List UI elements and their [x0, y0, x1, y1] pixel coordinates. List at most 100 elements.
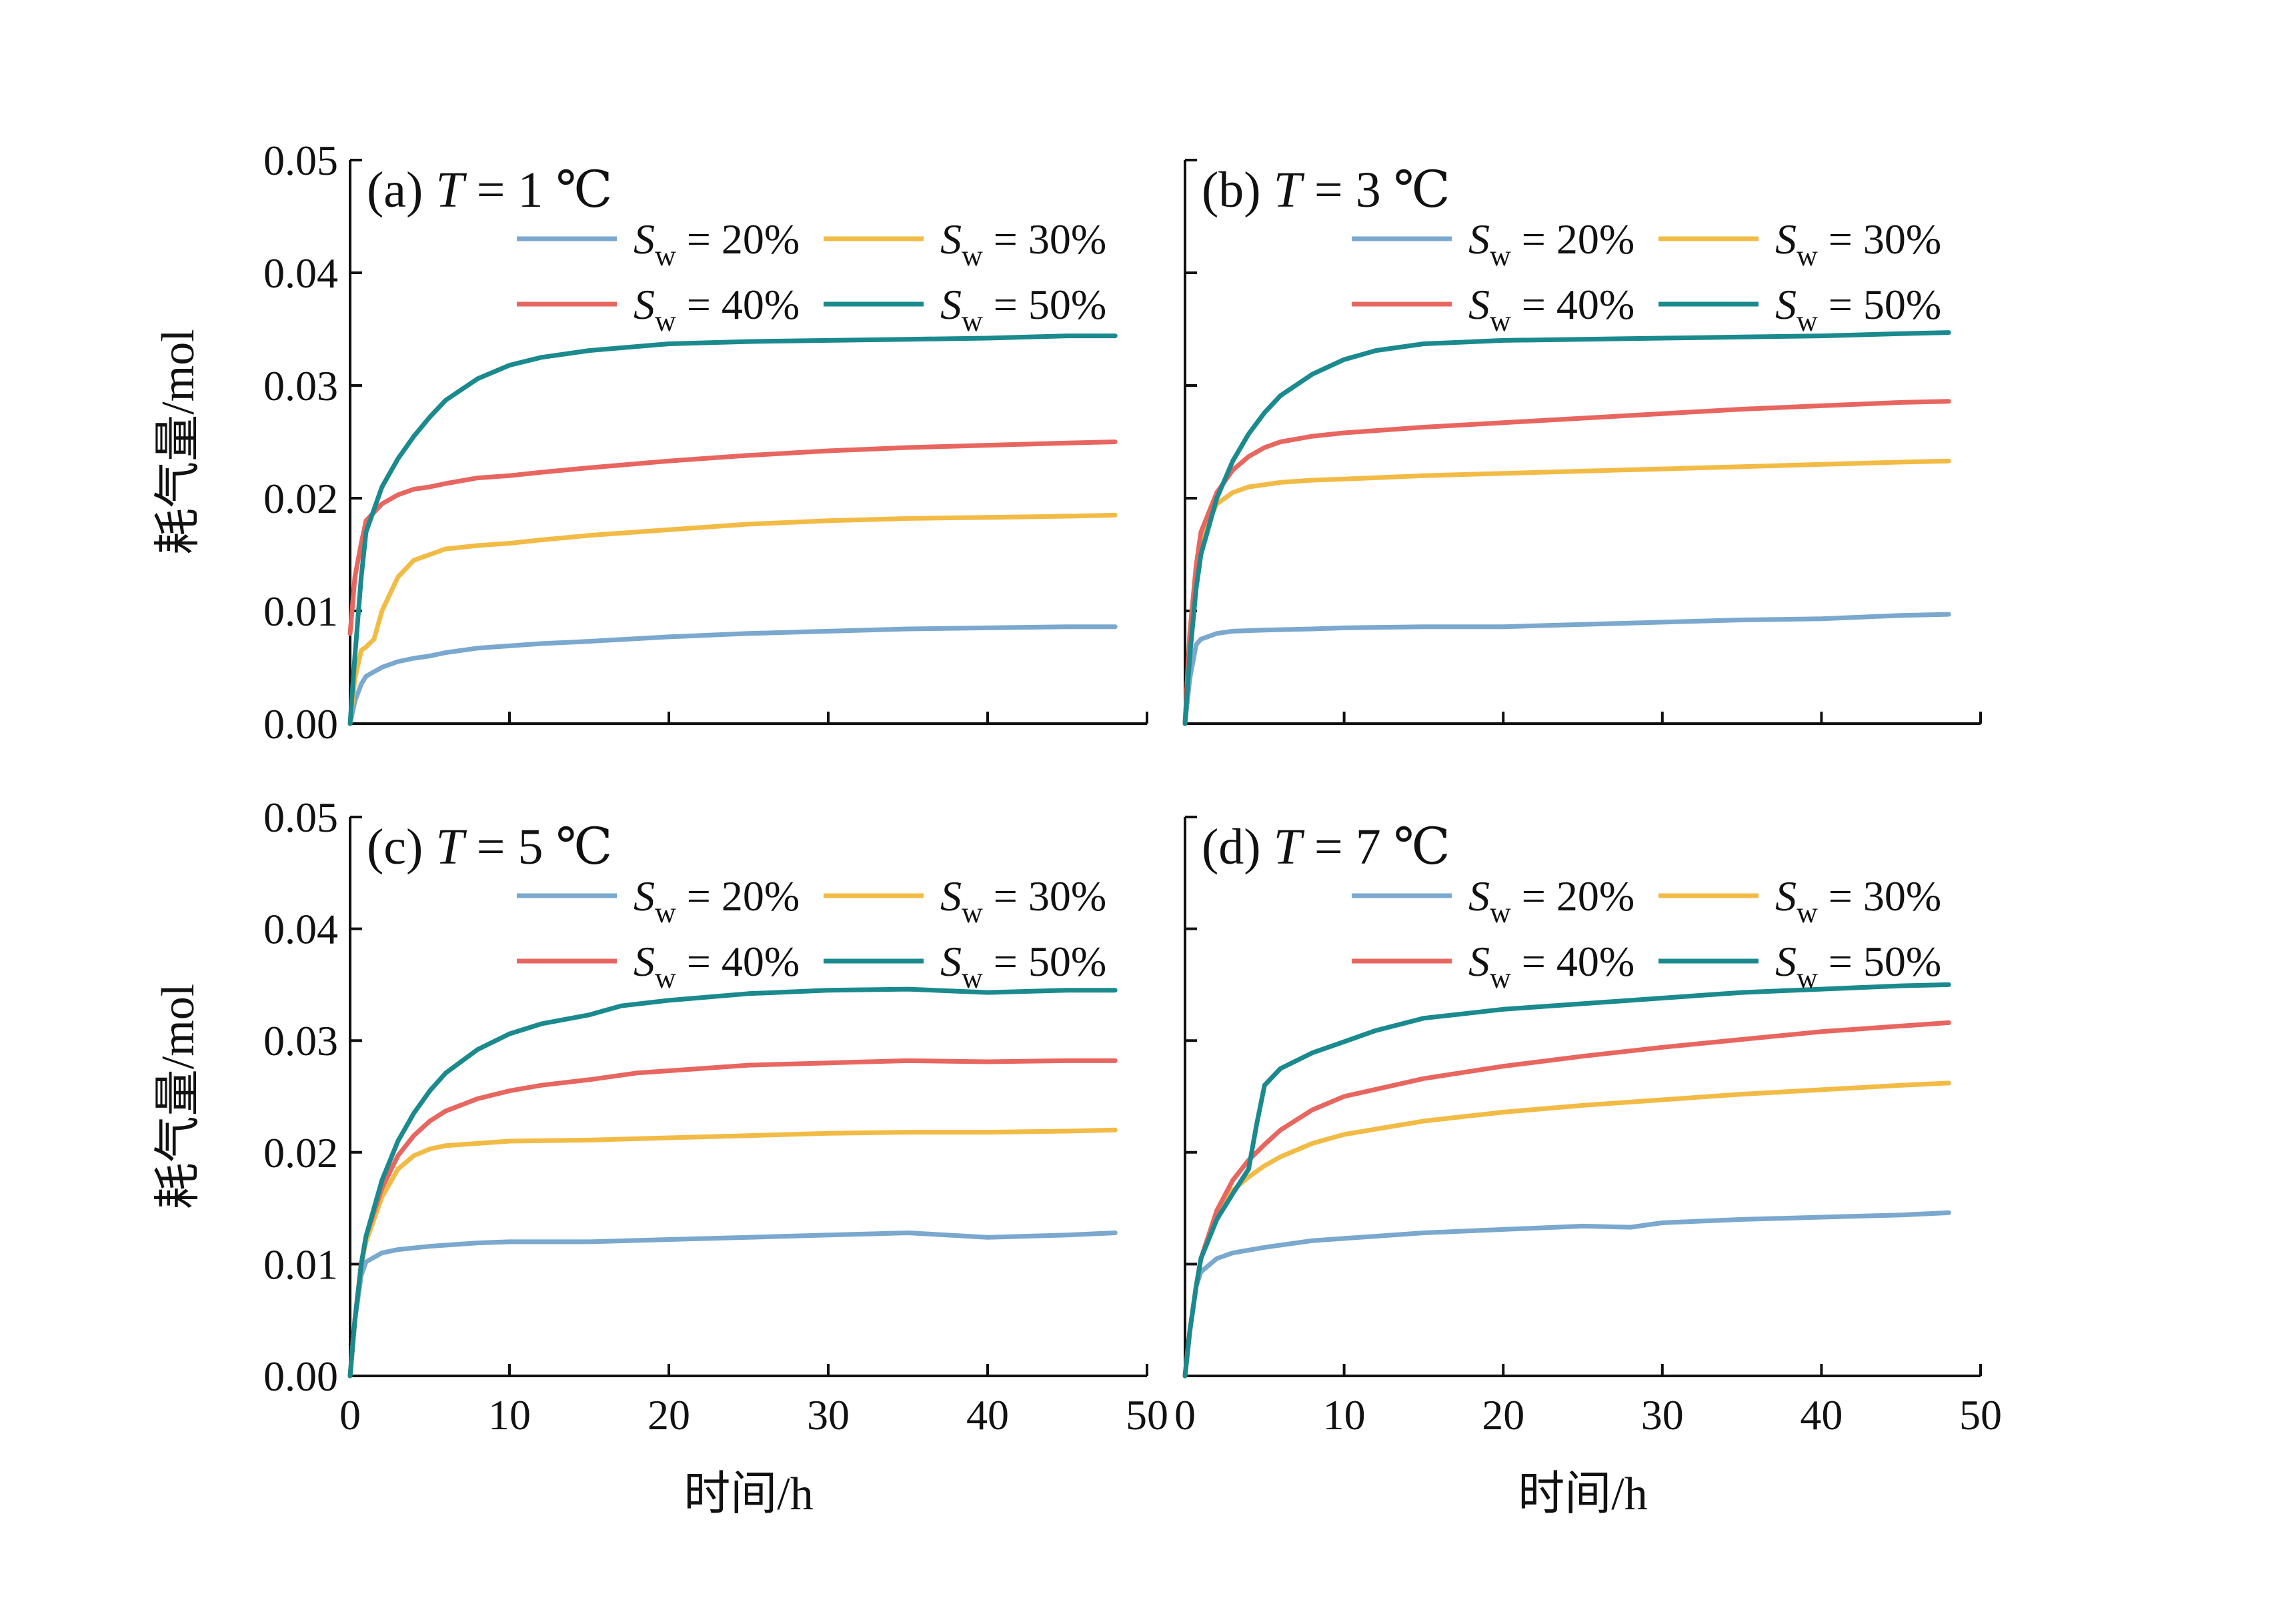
- panel-var: T: [1274, 162, 1305, 218]
- series-line-2: [1182, 1080, 1951, 1379]
- series-line-4: [1182, 330, 1951, 726]
- legend-label: Sw = 20%: [1468, 872, 1634, 929]
- panel-label: (b) T = 3 ℃: [1202, 162, 1450, 218]
- panel-letter: (a): [367, 162, 435, 218]
- panel-letter: (b): [1202, 162, 1274, 218]
- x-tick-label: 50: [1126, 1391, 1168, 1439]
- panel-label: (a) T = 1 ℃: [367, 162, 613, 218]
- legend-subscript: w: [962, 239, 983, 272]
- legend-subscript: w: [655, 962, 676, 994]
- x-tick-label: 0: [1174, 1391, 1196, 1439]
- x-axis-title: 时间/h: [1518, 1469, 1647, 1520]
- legend-label: Sw = 20%: [634, 215, 800, 272]
- legend-subscript: w: [962, 305, 983, 337]
- legend-value: = 30%: [1818, 215, 1941, 263]
- legend-value: = 30%: [983, 215, 1106, 263]
- legend-label: Sw = 30%: [1775, 215, 1941, 272]
- legend-subscript: w: [655, 239, 676, 272]
- panel-label: (c) T = 5 ℃: [367, 819, 613, 875]
- legend-value: = 20%: [1511, 872, 1634, 920]
- legend-var: S: [1775, 281, 1797, 328]
- legend-label: Sw = 30%: [940, 872, 1106, 929]
- legend-value: = 20%: [1511, 215, 1634, 263]
- legend-item: Sw = 40%: [1352, 938, 1634, 994]
- panel-label: (d) T = 7 ℃: [1202, 819, 1450, 875]
- panel-b: (b) T = 3 ℃Sw = 20% Sw = 30%Sw = 40% Sw = …: [1182, 159, 1982, 726]
- legend-subscript: w: [1490, 239, 1511, 272]
- legend-var: S: [940, 215, 962, 263]
- panel-a: 0.00 0.01 0.02 0.03 0.04 0.05 耗气量/mol (a) T = 1…: [153, 137, 1148, 748]
- series-line-4: [1182, 982, 1951, 1379]
- panel-value: = 3 ℃: [1302, 162, 1450, 218]
- legend-value: = 50%: [1818, 281, 1941, 328]
- panel-letter: (c): [367, 819, 435, 875]
- series-line-2: [347, 1127, 1118, 1379]
- x-tick-label: 20: [1482, 1391, 1524, 1439]
- legend-item: Sw = 30%: [1658, 872, 1941, 929]
- y-tick-label: 0.02: [263, 475, 338, 522]
- legend-label: Sw = 30%: [1775, 872, 1941, 929]
- y-axis-title: 耗气量/mol: [153, 984, 204, 1209]
- panel-value: = 5 ℃: [464, 819, 613, 875]
- legend-value: = 30%: [1818, 872, 1941, 920]
- legend-var: S: [1468, 215, 1490, 263]
- x-tick-label: 10: [488, 1391, 531, 1439]
- legend-var: S: [1775, 872, 1797, 920]
- panel-value: = 7 ℃: [1302, 819, 1450, 875]
- legend-item: Sw = 20%: [1352, 215, 1634, 272]
- legend-var: S: [940, 872, 962, 920]
- legend-value: = 40%: [1511, 938, 1634, 985]
- legend-label: Sw = 50%: [940, 281, 1106, 337]
- legend-label: Sw = 40%: [634, 281, 800, 337]
- y-tick-label: 0.05: [263, 137, 338, 184]
- y-tick-label: 0.00: [263, 700, 338, 748]
- y-tick-label: 0.04: [263, 906, 338, 953]
- panel-var: T: [1274, 819, 1305, 875]
- series-line-1: [1182, 612, 1951, 726]
- legend-value: = 50%: [983, 938, 1106, 985]
- legend-subscript: w: [1797, 962, 1818, 994]
- x-tick-label: 20: [648, 1391, 690, 1439]
- legend-value: = 20%: [676, 872, 800, 920]
- legend-subscript: w: [1797, 239, 1818, 272]
- legend-subscript: w: [655, 896, 676, 929]
- legend-label: Sw = 20%: [634, 872, 800, 929]
- y-tick-label: 0.03: [263, 362, 338, 410]
- x-tick-label: 40: [1800, 1391, 1843, 1439]
- legend-item: Sw = 20%: [1352, 872, 1634, 929]
- series-line-2: [1182, 458, 1951, 726]
- x-tick-label: 40: [966, 1391, 1009, 1439]
- legend-label: Sw = 40%: [1468, 938, 1634, 994]
- y-tick-label: 0.04: [263, 249, 338, 297]
- legend-value: = 40%: [676, 281, 800, 328]
- legend-label: Sw = 50%: [940, 938, 1106, 994]
- series-line-3: [1182, 1020, 1951, 1379]
- legend-item: Sw = 50%: [1658, 938, 1941, 994]
- x-tick-label: 30: [807, 1391, 850, 1439]
- legend-value: = 30%: [983, 872, 1106, 920]
- legend-var: S: [634, 281, 655, 328]
- y-tick-label: 0.01: [263, 588, 338, 635]
- legend-var: S: [1775, 215, 1797, 263]
- legend-value: = 50%: [983, 281, 1106, 328]
- legend-item: Sw = 30%: [1658, 215, 1941, 272]
- series-line-4: [347, 986, 1118, 1379]
- legend-value: = 50%: [1818, 938, 1941, 985]
- legend-var: S: [940, 938, 962, 985]
- legend-label: Sw = 20%: [1468, 215, 1634, 272]
- legend-label: Sw = 30%: [940, 215, 1106, 272]
- legend-value: = 40%: [1511, 281, 1634, 328]
- legend-var: S: [634, 215, 655, 263]
- legend-subscript: w: [1797, 896, 1818, 929]
- legend-label: Sw = 40%: [1468, 281, 1634, 337]
- legend-value: = 20%: [676, 215, 800, 263]
- panel-c: 0.00 0.01 0.02 0.03 0.04 0.05 0 10 20 30 40 50 耗气量/m…: [153, 794, 1168, 1520]
- legend-subscript: w: [1490, 962, 1511, 994]
- legend-subscript: w: [1797, 305, 1818, 337]
- legend-value: = 40%: [676, 938, 800, 985]
- y-axis-title: 耗气量/mol: [153, 329, 204, 554]
- legend-subscript: w: [655, 305, 676, 337]
- legend-subscript: w: [1490, 896, 1511, 929]
